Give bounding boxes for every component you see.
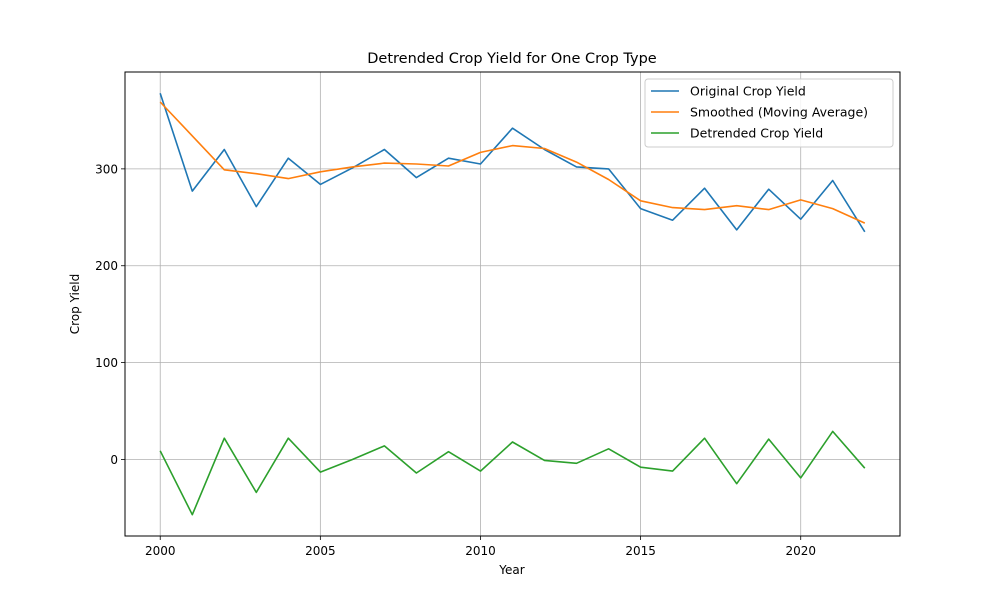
y-axis-ticks: 0 100 200 300 [95, 162, 125, 467]
y-tick-label: 100 [95, 356, 118, 370]
x-tick-label: 2015 [625, 544, 656, 558]
x-axis-ticks: 2000 2005 2010 2015 2020 [145, 536, 816, 558]
legend-box [644, 78, 894, 148]
series-line-1 [159, 101, 866, 224]
plot-lines [159, 93, 866, 516]
plot-frame [124, 71, 901, 537]
y-tick-label: 200 [95, 259, 118, 273]
x-tick-label: 2010 [465, 544, 496, 558]
y-tick-label: 0 [110, 453, 118, 467]
legend: Original Crop Yield Smoothed (Moving Aver… [644, 78, 894, 148]
x-tick-label: 2020 [785, 544, 816, 558]
x-axis-label: Year [498, 563, 524, 577]
grid-lines [125, 72, 900, 536]
y-axis-label: Crop Yield [68, 274, 82, 334]
legend-label-0: Original Crop Yield [690, 84, 806, 99]
chart-title: Detrended Crop Yield for One Crop Type [367, 51, 657, 67]
x-tick-label: 2000 [145, 544, 176, 558]
legend-label-1: Smoothed (Moving Average) [690, 105, 868, 120]
series-line-2 [159, 430, 866, 516]
y-tick-label: 300 [95, 162, 118, 176]
series-line-0 [159, 93, 866, 233]
x-tick-label: 2005 [305, 544, 336, 558]
legend-label-2: Detrended Crop Yield [690, 126, 823, 141]
